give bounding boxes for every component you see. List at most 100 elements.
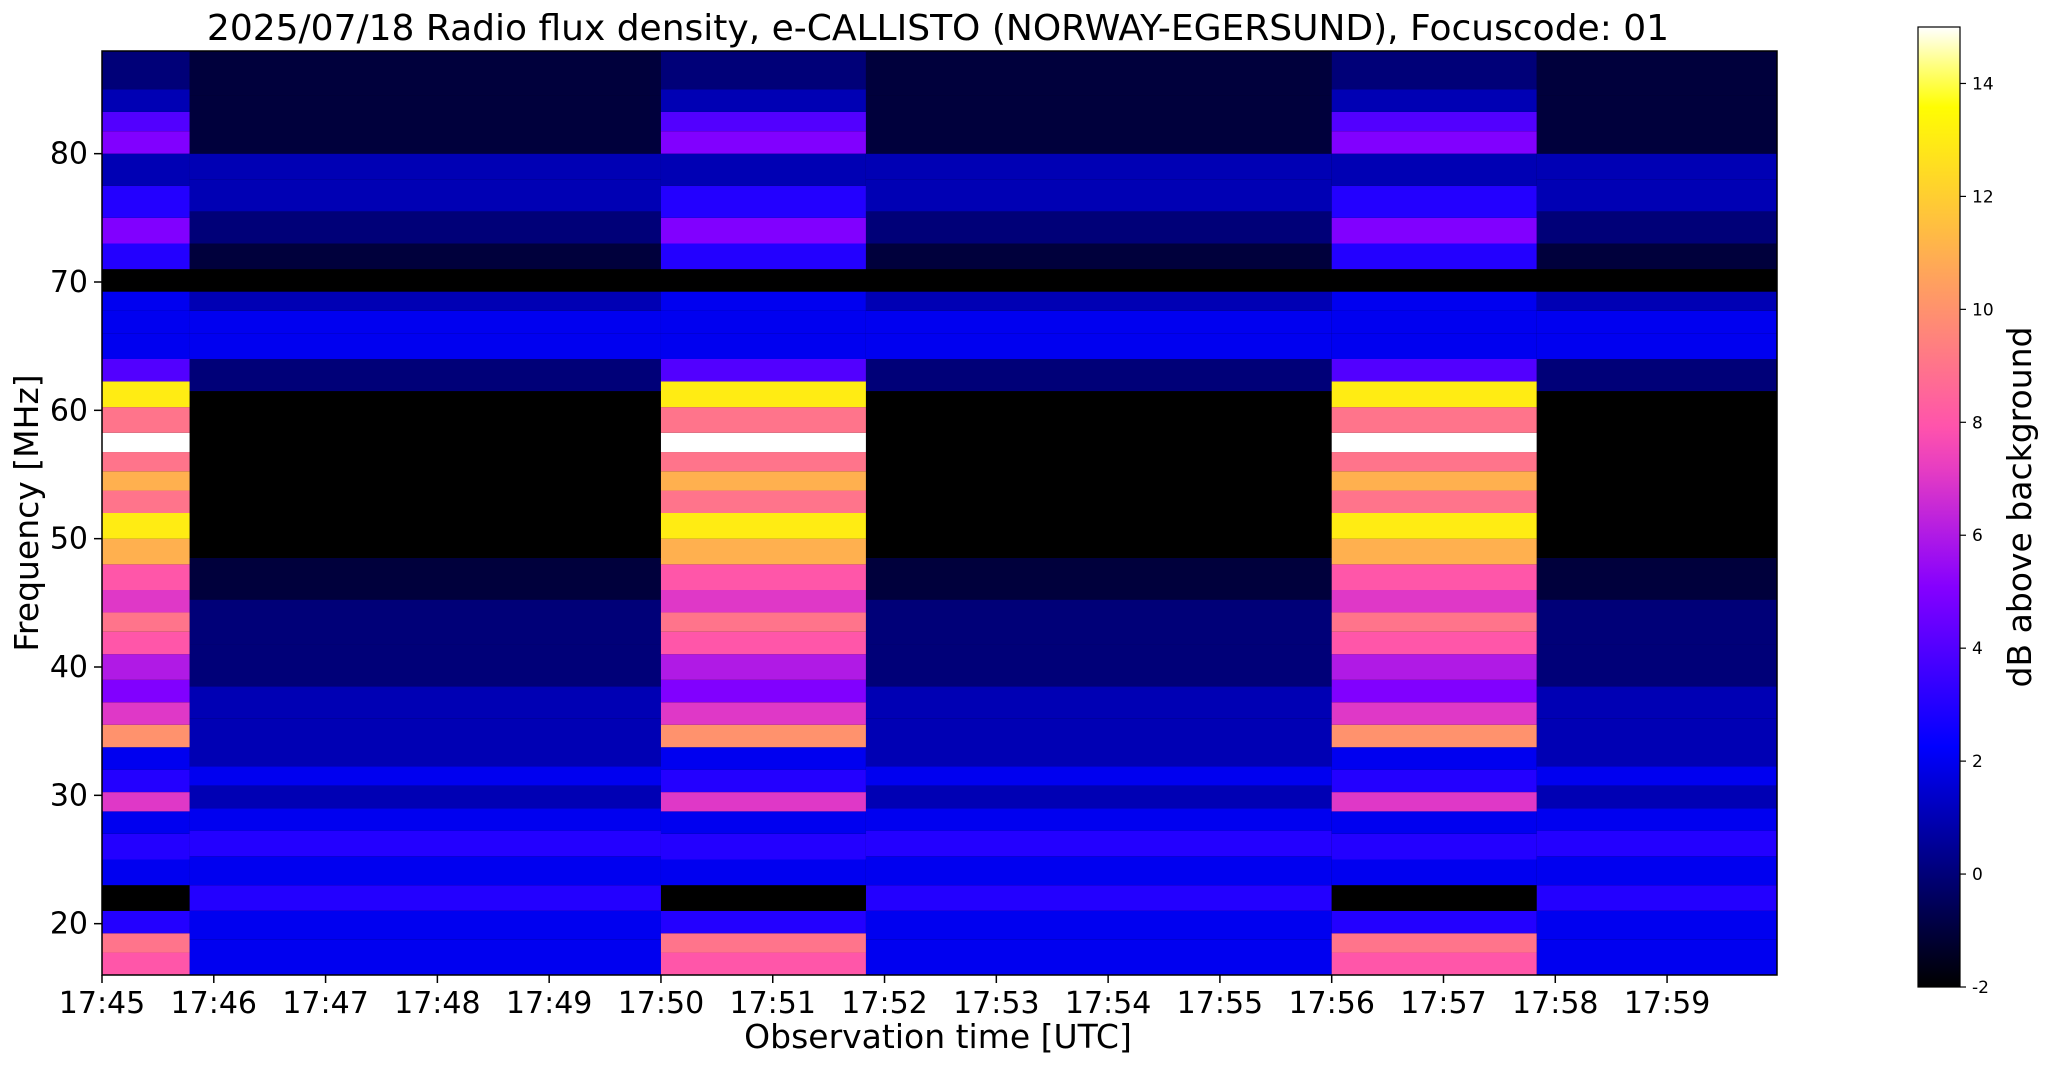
calibration-band: [660, 51, 866, 90]
calibration-band: [1331, 51, 1537, 90]
plot-area: [101, 50, 1778, 976]
background-band: [1536, 766, 1777, 786]
background-band: [189, 179, 661, 212]
calibration-band: [102, 381, 190, 408]
colorbar-tick-label: 2: [1972, 752, 1983, 772]
calibration-band: [102, 952, 190, 975]
calibration-band: [1331, 724, 1537, 748]
background-band: [189, 291, 661, 311]
background-band: [865, 830, 1332, 857]
background-band: [1536, 179, 1777, 212]
background-band: [865, 766, 1332, 786]
background-band: [1536, 153, 1777, 180]
x-tick-label: 17:50: [618, 986, 704, 1021]
background-band: [189, 808, 661, 831]
x-axis-label: Observation time [UTC]: [744, 1017, 1132, 1056]
x-tick-label: 17:56: [1288, 986, 1374, 1021]
calibration-band: [1331, 654, 1537, 680]
background-band: [865, 808, 1332, 831]
calibration-band: [102, 859, 190, 886]
calibration-band: [1331, 859, 1537, 886]
background-band: [865, 51, 1332, 96]
background-band: [865, 856, 1332, 886]
background-band: [865, 686, 1332, 719]
background-band: [865, 128, 1332, 154]
calibration-band: [1331, 747, 1537, 770]
calibration-band: [660, 407, 866, 433]
calibration-band: [1331, 153, 1537, 186]
calibration-band: [1331, 590, 1537, 613]
calibration-band: [1331, 910, 1537, 934]
calibration-band: [1331, 291, 1537, 311]
calibration-band: [660, 769, 866, 793]
background-band: [1536, 939, 1777, 975]
calibration-band: [102, 654, 190, 680]
chart-title: 2025/07/18 Radio flux density, e-CALLIST…: [207, 8, 1669, 49]
calibration-band: [102, 310, 190, 334]
calibration-band: [660, 471, 866, 491]
calibration-band: [660, 564, 866, 590]
calibration-band: [102, 185, 190, 218]
calibration-band: [102, 910, 190, 934]
x-tick-label: 17:51: [730, 986, 816, 1021]
calibration-band: [660, 859, 866, 886]
calibration-band: [102, 291, 190, 311]
y-tick-label: 30: [50, 778, 88, 813]
colorbar-tick-label: 0: [1972, 865, 1983, 885]
background-band: [189, 557, 661, 600]
calibration-band: [660, 333, 866, 359]
y-tick-label: 60: [50, 393, 88, 428]
calibration-band: [102, 513, 190, 539]
background-band: [1536, 291, 1777, 311]
colorbar-scale: [1917, 26, 1961, 988]
background-band: [189, 153, 661, 180]
calibration-band: [660, 89, 866, 112]
background-band: [865, 506, 1332, 558]
background-band: [865, 644, 1332, 687]
background-band: [189, 51, 661, 96]
x-tick-label: 17:52: [841, 986, 927, 1021]
calibration-band: [660, 833, 866, 860]
calibration-band: [660, 724, 866, 748]
calibration-band: [660, 269, 866, 292]
background-band: [865, 718, 1332, 744]
background-band: [1536, 359, 1777, 392]
calibration-band: [660, 131, 866, 154]
y-axis: 20 30 40 50 60 70 80: [50, 137, 102, 942]
colorbar-ticks: -2 0 2 4 6 8 10 12 14: [1960, 74, 1994, 998]
calibration-band: [1331, 631, 1537, 655]
calibration-band: [1331, 131, 1537, 154]
calibration-band: [660, 910, 866, 934]
background-band: [1536, 442, 1777, 507]
y-tick-label: 80: [50, 137, 88, 172]
background-band: [189, 442, 661, 507]
background-band: [189, 686, 661, 719]
calibration-band: [1331, 490, 1537, 513]
x-tick-label: 17:59: [1624, 986, 1710, 1021]
background-band: [1536, 557, 1777, 600]
calibration-band: [660, 679, 866, 703]
calibration-band: [1331, 111, 1537, 132]
background-band: [189, 333, 661, 359]
calibration-band: [660, 381, 866, 408]
calibration-band: [102, 885, 190, 911]
calibration-band: [1331, 679, 1537, 703]
background-band: [1536, 211, 1777, 244]
x-axis: 17:45 17:46 17:47 17:48 17:49 17:50 17:51 17:52…: [59, 975, 1710, 1021]
spectrogram-bands: [102, 51, 1777, 975]
x-tick-label: 17:57: [1400, 986, 1486, 1021]
calibration-band: [102, 792, 190, 812]
colorbar-tick-label: 10: [1972, 300, 1994, 320]
calibration-band: [660, 702, 866, 725]
y-tick-label: 20: [50, 907, 88, 942]
background-band: [865, 391, 1332, 443]
calibration-band: [660, 243, 866, 270]
background-band: [189, 885, 661, 911]
calibration-band: [660, 631, 866, 655]
calibration-band: [1331, 513, 1537, 539]
background-band: [865, 442, 1332, 507]
calibration-band: [102, 407, 190, 433]
calibration-band: [1331, 792, 1537, 812]
calibration-band: [102, 217, 190, 244]
calibration-band: [660, 654, 866, 680]
